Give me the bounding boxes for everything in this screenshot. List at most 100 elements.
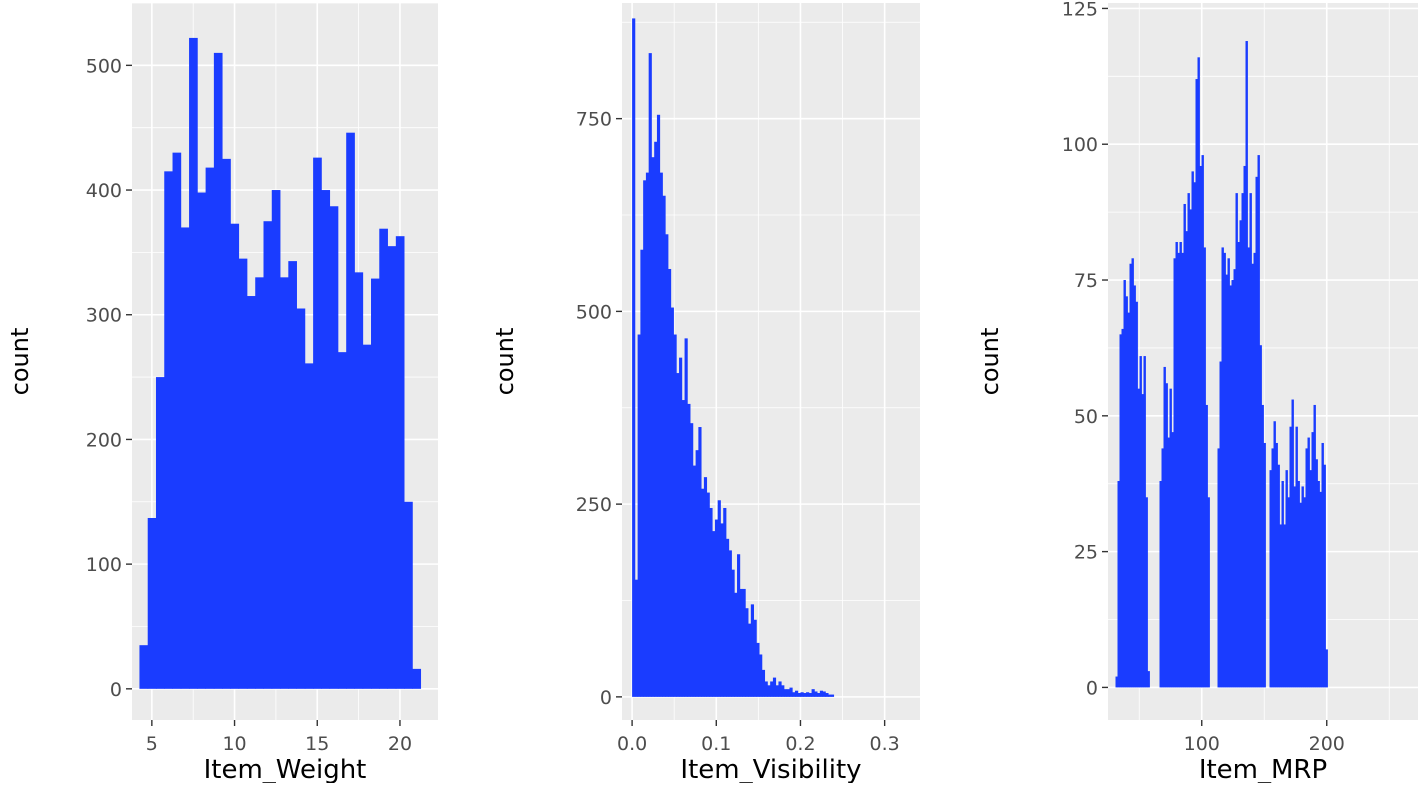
histogram-bar [1221, 247, 1224, 688]
histogram-bar [139, 645, 149, 689]
histogram-bar [1167, 437, 1170, 688]
histogram-bar [767, 685, 771, 697]
histogram-bar [1141, 394, 1144, 688]
histogram-bar [1177, 252, 1180, 688]
y-tick-label: 300 [86, 305, 122, 327]
histogram-bar [800, 692, 804, 697]
histogram-bar [1135, 301, 1138, 688]
histogram-bar [797, 693, 801, 697]
histogram-bar [1195, 79, 1198, 688]
histogram-bar [271, 190, 281, 689]
x-tick-label: 0.3 [870, 733, 900, 755]
histogram-bar [1237, 242, 1240, 688]
histogram-bar [1275, 442, 1278, 688]
y-tick-label: 500 [86, 55, 122, 77]
histogram-bar [731, 569, 735, 697]
histogram-bar [337, 352, 347, 689]
histogram-bar [296, 308, 306, 689]
histogram-bar [1261, 404, 1264, 688]
x-tick-label: 15 [305, 733, 329, 755]
x-axis-title: Item_MRP [1199, 755, 1327, 783]
histogram-bar [1189, 209, 1192, 688]
histogram-bar [155, 377, 165, 689]
histogram-bar [1123, 280, 1126, 688]
y-tick-label: 250 [576, 494, 612, 516]
histogram-bar [1269, 470, 1272, 688]
histogram-bar [1205, 404, 1208, 688]
histogram-bars [1115, 41, 1328, 688]
histogram-bar [706, 492, 710, 697]
panel-2: 0 250 500 750 0.0 0.1 0.2 0.3 Item_Visibility cou… [491, 3, 920, 785]
y-tick-label: 200 [86, 429, 122, 451]
histogram-bar [1281, 481, 1284, 688]
y-tick-label: 100 [86, 554, 122, 576]
histogram-bar [1313, 404, 1316, 688]
histogram-bar [1133, 285, 1136, 688]
histogram-bar [789, 687, 793, 697]
histogram-bar [288, 261, 297, 689]
histogram-bar [1179, 242, 1182, 688]
histogram-bar [786, 689, 790, 697]
histogram-bar [362, 344, 372, 689]
histogram-bar [371, 278, 380, 689]
histogram-bar [1251, 263, 1254, 688]
histogram-bar [756, 642, 760, 697]
histogram-bar [640, 249, 644, 697]
histogram-bar [654, 141, 658, 697]
histogram-bar [1217, 448, 1220, 688]
histogram-bar [1173, 258, 1176, 688]
y-tick-label: 100 [1062, 134, 1098, 156]
histogram-bar [651, 157, 655, 697]
histogram-bar [1323, 464, 1326, 688]
histogram-bar [819, 690, 824, 697]
histogram-bar [1225, 274, 1228, 688]
x-axis-title: Item_Weight [204, 755, 367, 783]
histogram-bar [1187, 193, 1190, 688]
histogram-bar [404, 501, 413, 689]
histogram-bar [280, 277, 289, 689]
histogram-bar [1183, 203, 1186, 688]
histogram-bar [728, 550, 732, 697]
histogram-bar [673, 334, 677, 697]
histogram-bar [1193, 182, 1196, 688]
histogram-bar [1317, 481, 1320, 688]
histogram-bar [164, 171, 173, 689]
y-tick-label: 75 [1074, 270, 1098, 292]
histogram-bar [806, 692, 810, 697]
histogram-bar [1243, 165, 1246, 688]
histogram-bar [1115, 676, 1118, 688]
histogram-bar [725, 538, 730, 697]
histogram-bar [1117, 481, 1120, 688]
histogram-bar [814, 691, 818, 697]
histogram-bar [825, 693, 829, 697]
histogram-bar [662, 195, 666, 697]
x-tick-label: 0.1 [701, 733, 731, 755]
histogram-bar [1311, 432, 1314, 688]
x-tick-label: 0.2 [785, 733, 815, 755]
histogram-bar [1245, 41, 1248, 688]
histogram-bar [1165, 383, 1168, 688]
histogram-bar [1207, 497, 1210, 688]
histogram-bar [748, 623, 752, 697]
histogram-bar [822, 691, 826, 697]
histogram-bar [753, 619, 757, 697]
histogram-bar [230, 223, 240, 689]
histogram-bar [213, 52, 223, 689]
histogram-bar [1169, 388, 1172, 688]
histogram-bar [1119, 334, 1122, 688]
histogram-bar [717, 500, 721, 697]
histogram-bar [1191, 171, 1194, 688]
histogram-bar [1293, 486, 1296, 688]
histogram-bars [632, 18, 835, 697]
histogram-bar [830, 694, 835, 697]
histogram-bar [1279, 524, 1282, 688]
histogram-bar [770, 681, 774, 697]
histogram-bar [1163, 366, 1166, 688]
histogram-bar [698, 427, 702, 697]
histogram-bar [304, 363, 314, 689]
histogram-bar [808, 693, 812, 697]
histogram-bar [1319, 491, 1322, 688]
histogram-bar [670, 307, 674, 697]
histogram-bar [632, 18, 636, 697]
